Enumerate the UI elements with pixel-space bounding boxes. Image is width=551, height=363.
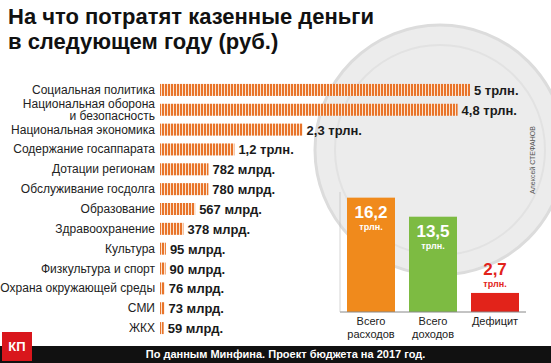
bar: [471, 293, 519, 312]
data-label: 2,3 трлн.: [307, 123, 362, 138]
bars: [160, 84, 470, 334]
category-label: Содержание госаппарата: [13, 142, 155, 156]
text-line: СМИ: [128, 301, 155, 315]
category-label: Национальная оборонаи безопасность: [23, 97, 155, 123]
text-line: 2,7: [483, 260, 507, 279]
text-line: трлн.: [421, 241, 444, 251]
category-label: СМИ: [128, 301, 155, 315]
data-label: 73 млрд.: [169, 301, 224, 316]
data-label: 13,5трлн.: [416, 222, 449, 251]
title: На что потратят казенные деньги: [8, 4, 374, 29]
data-label: 1,2 трлн.: [238, 142, 293, 157]
data-label: 2,7трлн.: [483, 260, 507, 289]
text-line: Образование: [81, 202, 156, 216]
text-line: Национальная экономика: [11, 123, 155, 137]
data-label: 4,8 трлн.: [462, 103, 517, 118]
text-line: ЖКХ: [129, 321, 155, 335]
text-line: Социальная политика: [32, 83, 155, 97]
bar: [160, 302, 165, 314]
bar: [160, 183, 208, 195]
logo-box: [2, 332, 32, 361]
category-label: ЖКХ: [129, 321, 155, 335]
credit: Алексей СТЕФАНОВ: [529, 126, 536, 194]
category-label: Социальная политика: [32, 83, 155, 97]
text-line: Обслуживание госдолга: [21, 182, 156, 196]
bar: [160, 124, 303, 136]
category-label: Дотации регионам: [52, 162, 155, 176]
bar: [347, 198, 395, 312]
data-label: 5 трлн.: [474, 83, 519, 98]
text-line: Всего: [419, 315, 448, 327]
data-label: 782 млрд.: [212, 162, 275, 177]
footer-bar: [0, 346, 551, 363]
text-line: Здравоохранение: [55, 222, 155, 236]
source: По данным Минфина. Проект бюджета на 201…: [146, 348, 426, 360]
title: в следующем году (руб.): [8, 29, 278, 54]
bars: [347, 198, 519, 312]
category-label: Здравоохранение: [55, 222, 155, 236]
text-line: Культура: [105, 242, 155, 256]
bar: [160, 104, 458, 116]
bar: [160, 203, 195, 215]
category-label: Всегорасходов: [347, 315, 395, 340]
data-label: 95 млрд.: [170, 242, 225, 257]
text-line: и безопасность: [70, 109, 155, 123]
axis-line: [340, 192, 341, 312]
text-line: Всего: [357, 315, 386, 327]
data-label: 378 млрд.: [187, 222, 250, 237]
infographic: На что потратят казенные деньгив следующ…: [0, 0, 551, 363]
bar: [160, 243, 166, 255]
category-label: Национальная экономика: [11, 123, 155, 137]
bar: [160, 84, 470, 96]
text-line: трлн.: [359, 222, 382, 232]
category-label: Обслуживание госдолга: [21, 182, 156, 196]
text-line: 16,2: [354, 203, 387, 222]
category-label: Дефицит: [472, 315, 518, 327]
category-label: Образование: [81, 202, 156, 216]
category-label: Всегодоходов: [412, 315, 454, 340]
logo: КП: [8, 339, 25, 354]
bar: [160, 163, 208, 175]
bar: [160, 223, 183, 235]
text-line: Дотации регионам: [52, 162, 155, 176]
text-line: трлн.: [483, 279, 506, 289]
data-label: 780 млрд.: [212, 182, 275, 197]
data-label: 567 млрд.: [199, 202, 262, 217]
baseline: [340, 312, 526, 313]
data-label: 90 млрд.: [170, 262, 225, 277]
text-line: Дефицит: [472, 315, 518, 327]
text-line: расходов: [347, 328, 395, 340]
text-line: 13,5: [416, 222, 449, 241]
bar: [409, 217, 457, 312]
coin-ring: [335, 45, 545, 255]
text-line: Содержание госаппарата: [13, 142, 155, 156]
data-label: 16,2трлн.: [354, 203, 387, 232]
category-label: Охрана окружающей среды: [0, 281, 155, 295]
data-label: 59 млрд.: [168, 321, 223, 336]
data-label: 76 млрд.: [169, 281, 224, 296]
category-label: Культура: [105, 242, 155, 256]
bar: [160, 263, 166, 275]
bar: [160, 322, 164, 334]
text-line: Физкультура и спорт: [41, 262, 156, 276]
bar: [160, 282, 165, 294]
text-line: Охрана окружающей среды: [0, 281, 155, 295]
category-label: Физкультура и спорт: [41, 262, 156, 276]
bar: [160, 143, 234, 155]
text-line: доходов: [412, 328, 454, 340]
